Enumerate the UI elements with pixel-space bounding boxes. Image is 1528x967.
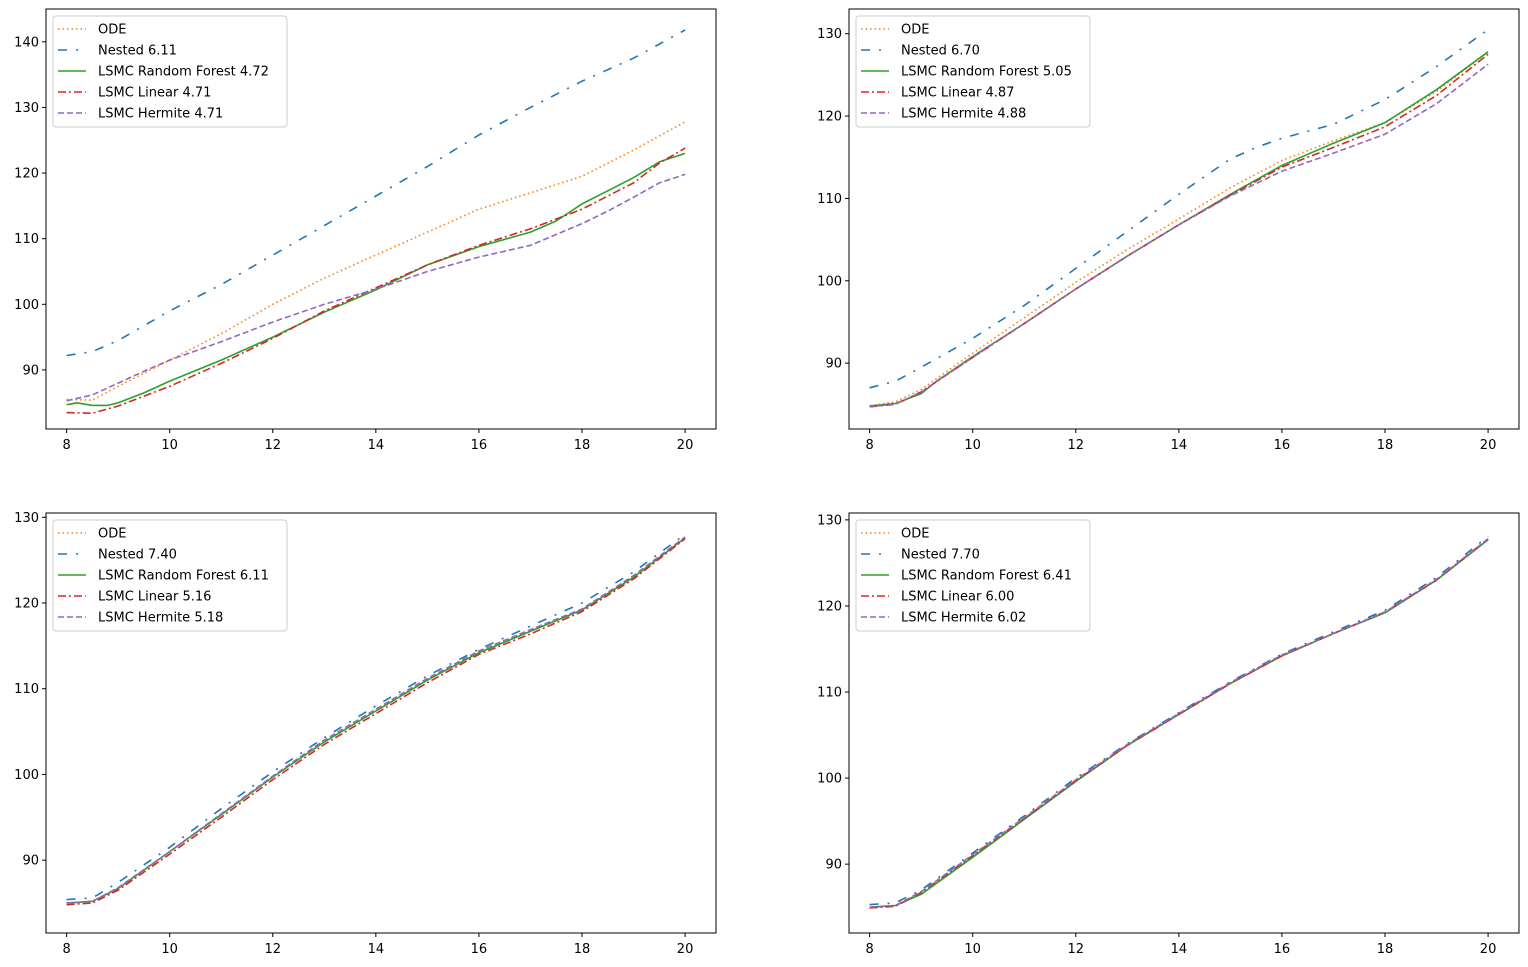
legend-box <box>52 15 288 128</box>
x-tick-label: 14 <box>1171 942 1188 957</box>
legend-box <box>52 519 288 632</box>
x-tick-label: 12 <box>1067 438 1084 453</box>
legend-label-linear: LSMC Linear 6.00 <box>901 590 1014 605</box>
y-tick-label: 100 <box>14 768 39 783</box>
x-tick-label: 10 <box>964 438 981 453</box>
subplot-1: 8 10 12 14 16 18 20 90 100 110 120 130 140 ODE Nested … <box>14 8 717 453</box>
x-tick-label: 18 <box>1377 438 1394 453</box>
y-tick-label: 130 <box>817 513 842 528</box>
x-tick-label: 12 <box>264 438 281 453</box>
series-line-nested <box>869 28 1489 389</box>
legend-label-rf: LSMC Random Forest 4.72 <box>98 65 269 80</box>
y-tick-label: 110 <box>14 682 39 697</box>
y-tick-label: 130 <box>817 27 842 42</box>
y-tick-label: 130 <box>14 101 39 116</box>
axes-frame <box>848 8 1520 430</box>
series-line-hermite <box>869 63 1489 408</box>
x-tick-label: 20 <box>677 942 694 957</box>
series-line-hermite <box>66 536 686 904</box>
y-tick-label: 100 <box>817 772 842 787</box>
x-tick-label: 8 <box>62 942 70 957</box>
legend-label-ode: ODE <box>98 23 126 38</box>
x-tick-label: 16 <box>1274 438 1291 453</box>
x-tick-label: 8 <box>865 942 873 957</box>
legend: ODE Nested 6.70 LSMC Random Forest 5.05 LSM… <box>855 15 1091 128</box>
legend-label-ode: ODE <box>901 23 929 38</box>
legend-box <box>855 519 1091 632</box>
x-tick-label: 16 <box>471 942 488 957</box>
y-tick-label: 120 <box>14 167 39 182</box>
legend-label-hermite: LSMC Hermite 6.02 <box>901 611 1026 626</box>
y-tick-label: 90 <box>825 357 842 372</box>
series-line-linear <box>66 147 686 415</box>
y-tick-label: 120 <box>817 599 842 614</box>
legend-label-rf: LSMC Random Forest 5.05 <box>901 65 1072 80</box>
series-line-hermite <box>66 173 686 402</box>
legend-box <box>855 15 1091 128</box>
legend: ODE Nested 7.70 LSMC Random Forest 6.41 LSM… <box>855 519 1091 632</box>
x-tick-label: 14 <box>368 438 385 453</box>
x-tick-label: 18 <box>1377 942 1394 957</box>
x-tick-label: 20 <box>677 438 694 453</box>
series-line-nested <box>66 29 686 357</box>
y-tick-label: 110 <box>817 192 842 207</box>
y-tick-label: 120 <box>817 110 842 125</box>
legend-label-hermite: LSMC Hermite 5.18 <box>98 611 223 626</box>
legend-label-rf: LSMC Random Forest 6.11 <box>98 569 269 584</box>
series-line-linear <box>66 538 686 906</box>
subplot-4: 8 10 12 14 16 18 20 90 100 110 120 130 ODE Nested 7.7… <box>817 512 1520 957</box>
x-tick-label: 12 <box>264 942 281 957</box>
legend-label-ode: ODE <box>901 527 929 542</box>
x-tick-label: 16 <box>1274 942 1291 957</box>
axes-frame <box>45 512 717 934</box>
x-tick-label: 14 <box>1171 438 1188 453</box>
legend-label-hermite: LSMC Hermite 4.71 <box>98 107 223 122</box>
subplot-3: 8 10 12 14 16 18 20 90 100 110 120 130 ODE Nested 7.4… <box>14 511 717 957</box>
y-tick-label: 140 <box>14 35 39 50</box>
x-tick-label: 10 <box>161 438 178 453</box>
legend-label-ode: ODE <box>98 527 126 542</box>
series-line-hermite <box>869 538 1489 908</box>
legend-label-nested: Nested 7.40 <box>98 548 177 563</box>
x-tick-label: 16 <box>471 438 488 453</box>
y-tick-label: 90 <box>825 858 842 873</box>
y-tick-label: 110 <box>14 232 39 247</box>
x-tick-label: 20 <box>1480 942 1497 957</box>
x-tick-label: 18 <box>574 438 591 453</box>
legend-label-hermite: LSMC Hermite 4.88 <box>901 107 1026 122</box>
legend-label-nested: Nested 6.70 <box>901 44 980 59</box>
y-tick-label: 130 <box>14 511 39 526</box>
axes-frame <box>848 512 1520 934</box>
y-tick-label: 120 <box>14 597 39 612</box>
y-tick-label: 100 <box>817 274 842 289</box>
legend-label-linear: LSMC Linear 4.87 <box>901 86 1014 101</box>
subplot-2: 8 10 12 14 16 18 20 90 100 110 120 130 ODE Nested 6.7… <box>817 8 1520 453</box>
legend-label-nested: Nested 7.70 <box>901 548 980 563</box>
legend: ODE Nested 6.11 LSMC Random Forest 4.72 LSM… <box>52 15 288 128</box>
x-tick-label: 10 <box>964 942 981 957</box>
x-tick-label: 10 <box>161 942 178 957</box>
y-tick-label: 100 <box>14 298 39 313</box>
x-tick-label: 14 <box>368 942 385 957</box>
series-line-ode <box>869 51 1489 407</box>
legend-label-rf: LSMC Random Forest 6.41 <box>901 569 1072 584</box>
y-tick-label: 90 <box>22 363 39 378</box>
x-tick-label: 8 <box>62 438 70 453</box>
legend: ODE Nested 7.40 LSMC Random Forest 6.11 LSM… <box>52 519 288 632</box>
legend-label-linear: LSMC Linear 4.71 <box>98 86 211 101</box>
x-tick-label: 20 <box>1480 438 1497 453</box>
legend-label-nested: Nested 6.11 <box>98 44 177 59</box>
axes-frame <box>45 8 717 430</box>
series-line-ode <box>66 121 686 401</box>
series-line-rf <box>66 152 686 407</box>
x-tick-label: 18 <box>574 942 591 957</box>
series-line-nested <box>66 533 686 901</box>
y-tick-label: 90 <box>22 854 39 869</box>
legend-label-linear: LSMC Linear 5.16 <box>98 590 211 605</box>
x-tick-label: 12 <box>1067 942 1084 957</box>
x-tick-label: 8 <box>865 438 873 453</box>
y-tick-label: 110 <box>817 686 842 701</box>
